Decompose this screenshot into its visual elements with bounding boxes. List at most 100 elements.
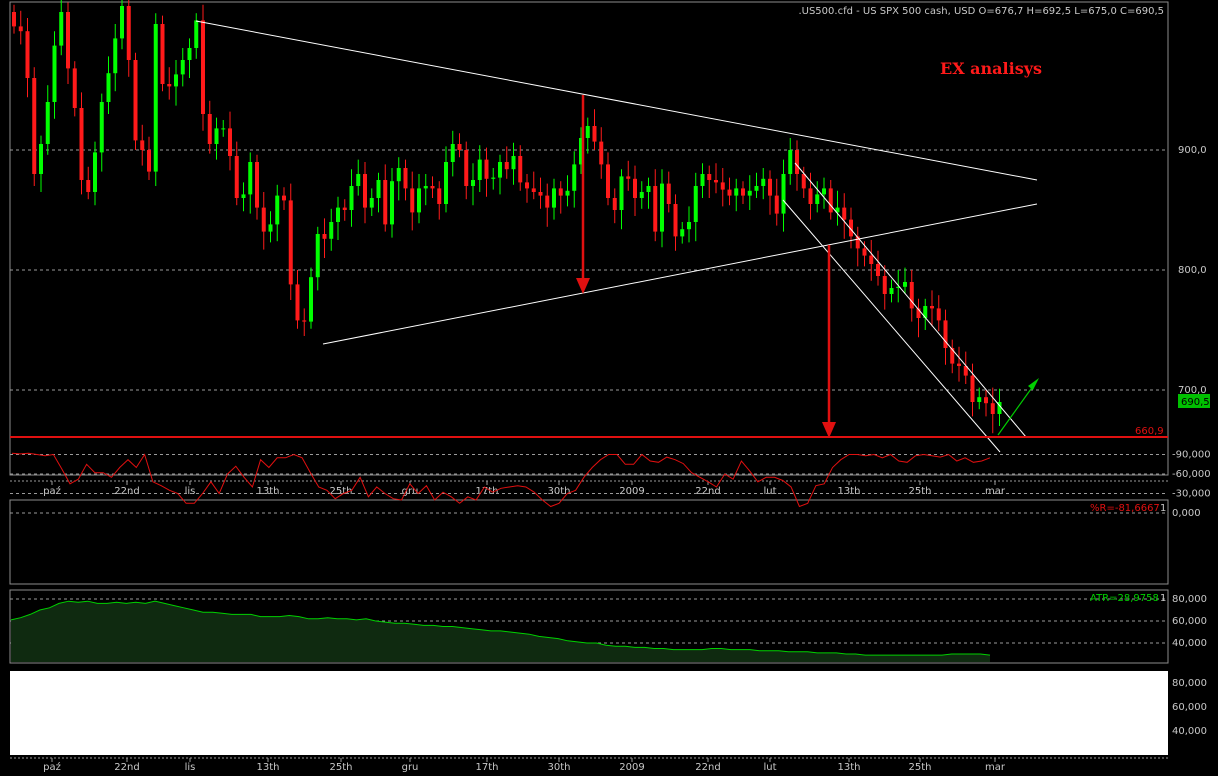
last-price-tag [1178, 394, 1210, 408]
candle-body [754, 186, 759, 191]
candle-body [612, 198, 617, 210]
candle-body [282, 195, 286, 201]
x-tick-label: lut [763, 762, 776, 773]
candle-body [302, 320, 307, 322]
candle-body [626, 176, 631, 179]
x-tick-label: mar [985, 762, 1006, 773]
candle-body [450, 144, 455, 162]
candle-body [275, 195, 280, 225]
candlestick-series [12, 0, 1002, 434]
candle-body [464, 150, 469, 186]
candle-body [984, 397, 988, 404]
x-tick-label: 22nd [695, 486, 720, 497]
candle-body [538, 192, 543, 196]
candle-body [943, 320, 948, 348]
candle-body [815, 194, 820, 204]
candle-body [950, 348, 955, 364]
candle-body [504, 162, 509, 170]
candle-body [761, 178, 766, 186]
candle-body [565, 190, 570, 196]
candle-body [801, 174, 806, 189]
candle-body [12, 12, 16, 27]
wr-label-suffix: 1 [1160, 503, 1166, 514]
candle-body [889, 288, 894, 294]
candle-body [606, 164, 610, 198]
candle-body [545, 195, 550, 208]
price-panel-frame [9, 1, 1169, 476]
candle-body [727, 189, 732, 196]
x-tick-label: 22nd [114, 762, 139, 773]
candle-body [329, 222, 334, 239]
candle-body [666, 183, 671, 204]
wr-panel-frame [9, 499, 1169, 585]
candle-body [525, 182, 529, 189]
candle-body [930, 306, 934, 309]
candle-body [855, 236, 860, 249]
candle-body [79, 108, 84, 180]
candle-body [174, 74, 178, 87]
candle-body [120, 6, 124, 39]
candle-body [383, 180, 388, 225]
candle-body [315, 234, 320, 278]
wr-line [11, 452, 991, 508]
candle-body [734, 188, 739, 196]
candle-body [349, 186, 354, 210]
candle-body [234, 156, 239, 198]
candle-body [707, 174, 712, 180]
candle-body [194, 20, 199, 48]
candle-body [403, 168, 408, 189]
x-tick-label: 25th [330, 762, 353, 773]
candle-body [25, 31, 30, 78]
candle-body [221, 128, 226, 130]
down-arrow-1-head [576, 278, 590, 294]
x-tick-label: paź [43, 485, 61, 497]
down-arrow-2-head [822, 422, 836, 438]
candle-body [410, 188, 415, 213]
candle-body [511, 156, 516, 170]
candle-body [720, 182, 725, 190]
candle-body [396, 168, 401, 182]
candle-body [579, 138, 583, 165]
candle-body [909, 282, 914, 309]
candle-body [261, 207, 266, 232]
x-tick-label: lis [185, 486, 196, 497]
candle-body [531, 188, 536, 192]
candle-body [241, 194, 246, 198]
candle-body [842, 207, 847, 220]
candle-body [977, 397, 982, 402]
candle-body [153, 24, 158, 172]
last-price-label: 690,5 [1181, 397, 1210, 408]
x-tick-label: gru [402, 486, 419, 497]
x-tick-label: 25th [909, 486, 932, 497]
candle-body [795, 150, 799, 174]
candle-body [228, 128, 232, 156]
x-tick-label: 13th [257, 762, 280, 773]
x-tick-label: 25th [330, 486, 353, 497]
candle-body [882, 276, 887, 294]
candle-body [363, 174, 367, 208]
wr-label: %R=-81,6667 [1090, 503, 1160, 514]
channel-upper-line [794, 162, 1027, 438]
candle-body [862, 248, 867, 256]
candle-body [214, 128, 219, 144]
candle-body [268, 224, 273, 232]
x-tick-label: 30th [548, 762, 571, 773]
lower-panel-ticks: 80,000 60,000 40,000 [1172, 678, 1207, 737]
up-arrow-head [1028, 378, 1039, 390]
x-tick-label: 13th [257, 486, 280, 497]
candle-body [518, 156, 523, 183]
chart-title: .US500.cfd - US SPX 500 cash, USD O=676,… [798, 6, 1164, 17]
candle-body [788, 150, 793, 174]
candle-body [430, 186, 435, 189]
candle-body [336, 207, 340, 222]
x-tick-label: lis [185, 762, 196, 773]
candle-body [835, 207, 840, 213]
x-tick-label: 2009 [619, 486, 644, 497]
candle-body [741, 188, 745, 196]
candle-body [356, 174, 361, 186]
y-tick-900: 900,0 [1178, 145, 1207, 156]
candle-body [66, 12, 70, 69]
candle-body [99, 102, 104, 153]
candle-body [477, 159, 482, 180]
atr-label-suffix: 1 [1160, 593, 1166, 604]
